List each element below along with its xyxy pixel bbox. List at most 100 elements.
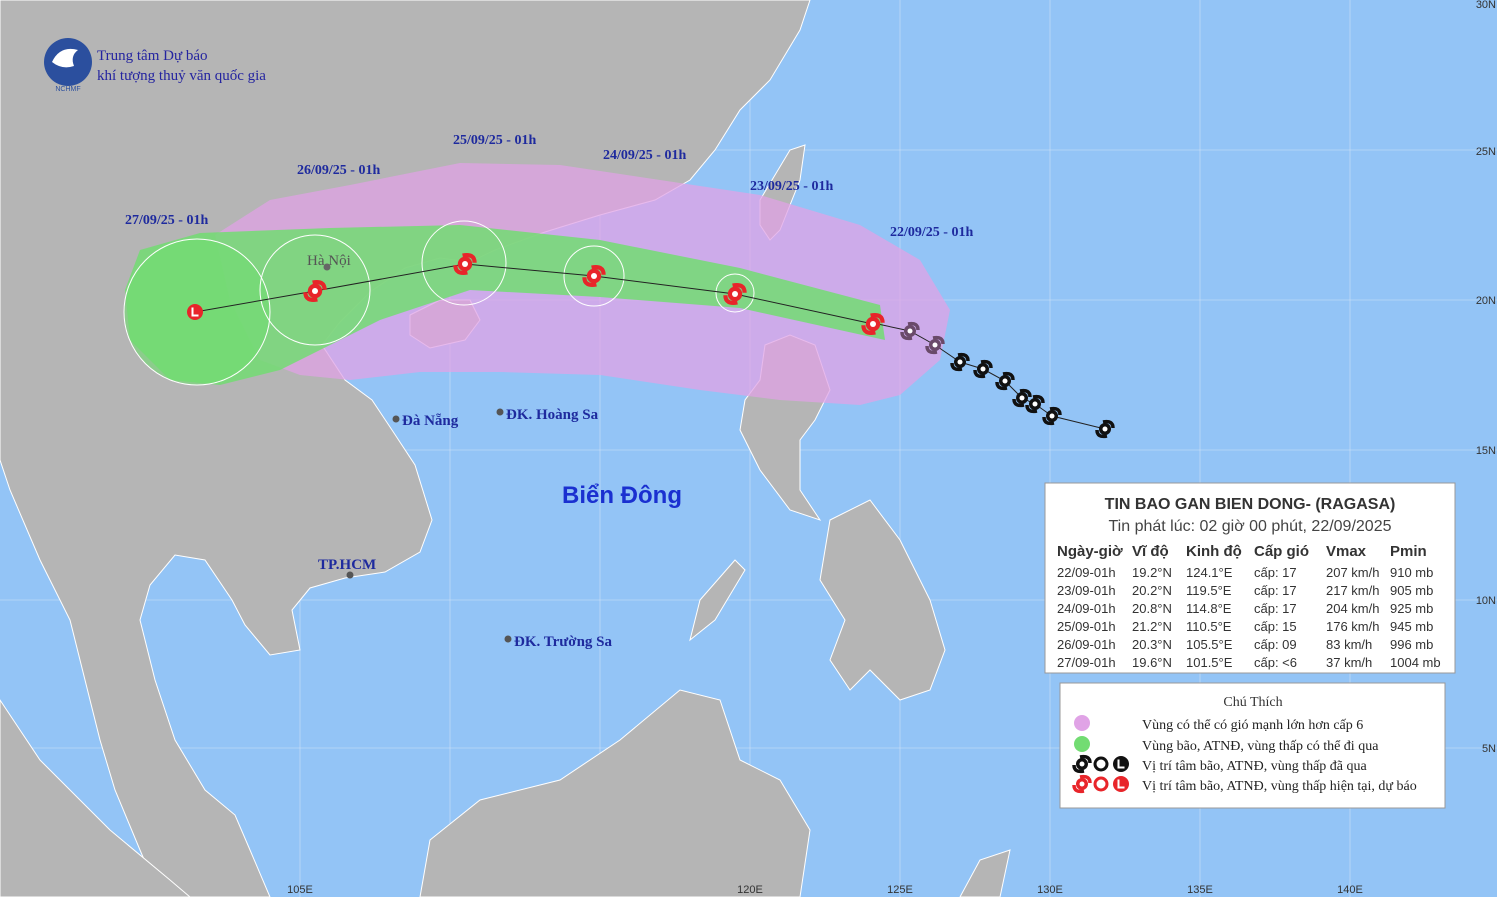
storm-arm	[861, 313, 885, 335]
table-cell: 26/09-01h	[1057, 637, 1116, 652]
column-header: Vmax	[1326, 543, 1367, 560]
organization: khí tượng thuỷ văn quốc gia	[97, 68, 266, 84]
storm-arm	[900, 321, 920, 341]
storm-arm	[1025, 394, 1045, 414]
track-label: 27/09/25 - 01h	[125, 213, 208, 228]
table-cell: 996 mb	[1390, 637, 1433, 652]
table-cell: 925 mb	[1390, 601, 1433, 616]
place: Hà Nội	[307, 253, 351, 269]
storm-icon	[1095, 419, 1115, 439]
uncertainty-circle	[563, 245, 625, 307]
forecast-track	[187, 253, 885, 335]
storm-icon	[900, 321, 920, 341]
lat-label: 20N	[1476, 295, 1496, 307]
column-header: Vĩ độ	[1132, 543, 1169, 560]
table-cell: 124.1°E	[1186, 565, 1233, 580]
table-cell: 110.5°E	[1186, 619, 1232, 634]
table-cell: 20.2°N	[1132, 583, 1172, 598]
place: ĐK. Hoàng Sa	[506, 407, 599, 423]
table-cell: 19.2°N	[1132, 565, 1172, 580]
storm-icon	[925, 335, 945, 355]
storm-arm	[582, 265, 606, 287]
lat-label: 5N	[1482, 743, 1496, 755]
lon-label: 120E	[737, 884, 763, 896]
place-dot	[496, 408, 504, 416]
table-cell: 204 km/h	[1326, 601, 1379, 616]
place-dot	[346, 571, 354, 579]
storm-eye	[462, 261, 468, 267]
place: ĐK. Trường Sa	[514, 634, 613, 650]
lat-label: 30N	[1476, 0, 1496, 11]
bulletin-box	[1044, 482, 1456, 674]
column-header: Cấp gió	[1254, 543, 1309, 560]
storm-icon	[582, 265, 606, 287]
table-cell: 19.6°N	[1132, 655, 1172, 670]
uncertainty-circle	[259, 234, 371, 346]
table-cell: 105.5°E	[1186, 637, 1233, 652]
storm-arm	[1072, 774, 1092, 794]
storm-eye	[1019, 395, 1025, 401]
storm-eye	[932, 342, 938, 348]
table-cell: cấp: 17	[1254, 601, 1297, 616]
logo: NCHMF	[44, 38, 92, 93]
table-cell: cấp: 17	[1254, 583, 1297, 598]
depression-icon	[1093, 756, 1109, 772]
lat-label: 15N	[1476, 445, 1496, 457]
table-cell: 114.8°E	[1186, 601, 1232, 616]
legend-item: Vị trí tâm bão, ATNĐ, vùng thấp hiện tại…	[1142, 779, 1417, 794]
storm-eye	[1079, 761, 1085, 767]
storm-icon	[1072, 754, 1092, 774]
sea-label: Biển Đông	[562, 482, 682, 509]
column-header: Kinh độ	[1186, 543, 1242, 560]
storm-icon	[1025, 394, 1045, 414]
table-cell: cấp: 17	[1254, 565, 1297, 580]
place: Đà Nẵng	[402, 413, 459, 429]
bulletin-table: Ngày-giờ Vĩ độ Kinh độ Cấp gió Vmax Pmin 22/09…	[1057, 543, 1441, 670]
storm-eye	[957, 359, 963, 365]
past-positions	[900, 321, 1115, 439]
legend-item: Vị trí tâm bão, ATNĐ, vùng thấp đã qua	[1142, 759, 1368, 774]
storm-arm	[973, 359, 993, 379]
storm-icon	[453, 253, 477, 275]
track-label: 24/09/25 - 01h	[603, 148, 686, 163]
table-cell: cấp: <6	[1254, 655, 1297, 670]
storm-eye	[980, 366, 986, 372]
storm-eye	[1032, 401, 1038, 407]
low-icon	[187, 304, 203, 320]
track-label: 23/09/25 - 01h	[750, 179, 833, 194]
table-cell: 945 mb	[1390, 619, 1433, 634]
legend-swatch	[1074, 736, 1090, 752]
storm-icon	[950, 352, 970, 372]
table-cell: 37 km/h	[1326, 655, 1372, 670]
legend-item: Vùng có thể có gió mạnh lớn hơn cấp 6	[1142, 718, 1363, 733]
storm-arm	[995, 371, 1015, 391]
storm-arm	[303, 280, 327, 302]
table-cell: 83 km/h	[1326, 637, 1372, 652]
lon-label: 135E	[1187, 884, 1213, 896]
table-cell: 101.5°E	[1186, 655, 1233, 670]
legend-title: Chú Thích	[1223, 695, 1282, 710]
storm-icon	[303, 280, 327, 302]
storm-arm	[1095, 419, 1115, 439]
table-cell: 905 mb	[1390, 583, 1433, 598]
lon-label: 140E	[1337, 884, 1363, 896]
table-cell: cấp: 09	[1254, 637, 1297, 652]
column-header: Ngày-giờ	[1057, 543, 1123, 560]
lon-label: 105E	[287, 884, 313, 896]
storm-eye	[312, 288, 318, 294]
storm-arm	[925, 335, 945, 355]
table-cell: 176 km/h	[1326, 619, 1379, 634]
track-label: 26/09/25 - 01h	[297, 163, 380, 178]
past-track	[872, 322, 1106, 430]
table-cell: 119.5°E	[1186, 583, 1232, 598]
track-label: 25/09/25 - 01h	[453, 133, 536, 148]
place-dot	[392, 415, 400, 423]
organization: Trung tâm Dự báo	[97, 48, 208, 64]
storm-arm	[723, 283, 747, 305]
place-dot	[504, 635, 512, 643]
place: TP.HCM	[318, 557, 376, 573]
low-icon	[1113, 776, 1129, 792]
depression-icon	[1093, 776, 1109, 792]
storm-icon	[995, 371, 1015, 391]
